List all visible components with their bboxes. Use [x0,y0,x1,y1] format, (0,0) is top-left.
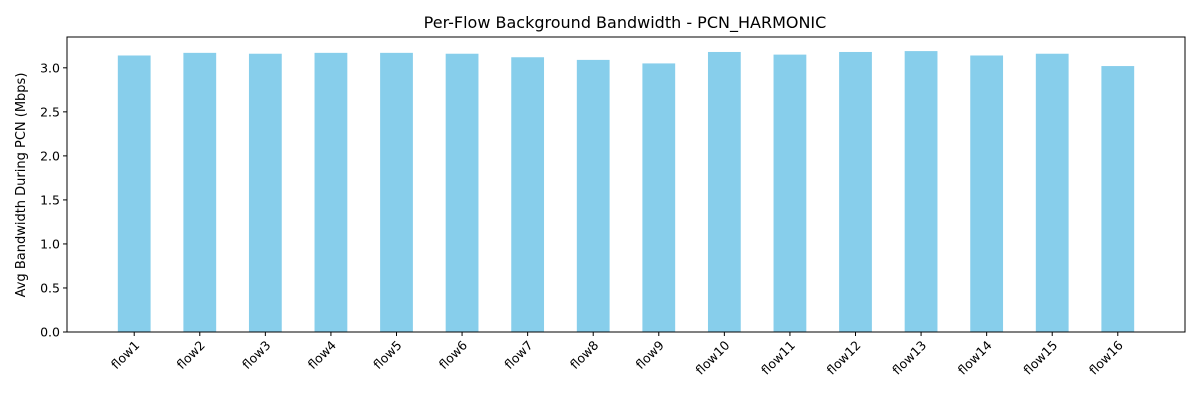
y-tick-label: 1.5 [40,192,60,207]
x-tick-label-flow12: flow12 [824,338,864,378]
x-tick-label-flow15: flow15 [1020,338,1060,378]
bar-flow7 [511,57,545,333]
bars-layer [117,51,1135,333]
x-tick-label-flow11: flow11 [758,338,798,378]
chart-title: Per-Flow Background Bandwidth - PCN_HARM… [424,13,827,33]
bar-flow1 [117,55,151,332]
bar-flow13 [904,51,938,333]
bar-flow11 [773,54,807,332]
bar-flow6 [445,53,479,332]
y-ticks-layer: 0.0 0.5 1.0 1.5 2.0 2.5 3.0 [40,60,67,340]
x-ticks-layer: flow1 flow2 flow3 flow4 flow5 flow6 flow7 flow8… [108,332,1126,378]
plot-frame [66,36,1186,333]
bar-flow14 [970,55,1004,332]
x-tick-label-flow1: flow1 [108,338,142,372]
x-tick-label-flow14: flow14 [955,337,995,377]
y-tick-label: 2.5 [40,104,60,119]
y-tick-label: 0.5 [40,280,60,295]
x-tick-label-flow5: flow5 [370,338,404,372]
x-tick-label-flow6: flow6 [436,337,470,371]
bar-flow15 [1035,53,1069,332]
bar-flow5 [380,52,413,333]
x-tick-label-flow8: flow8 [567,337,601,371]
x-tick-label-flow13: flow13 [889,338,929,378]
bar-flow9 [642,63,676,333]
y-tick-label: 0.0 [40,325,60,340]
x-tick-label-flow7: flow7 [501,338,535,372]
bar-flow4 [314,52,348,333]
x-tick-label-flow4: flow4 [305,337,339,371]
y-tick-label: 1.0 [40,236,60,251]
y-tick-label: 2.0 [40,148,60,163]
bar-flow8 [576,59,610,333]
x-tick-label-flow2: flow2 [173,338,207,372]
bar-flow16 [1101,66,1135,333]
bar-flow3 [248,53,282,332]
x-tick-label-flow10: flow10 [692,337,732,377]
x-tick-label-flow9: flow9 [632,337,666,371]
bar-flow2 [183,52,217,333]
bar-flow12 [839,51,872,332]
bar-flow10 [707,51,741,332]
y-axis-label: Avg Bandwidth During PCN (Mbps) [14,73,29,298]
y-tick-label: 3.0 [40,60,60,75]
x-tick-label-flow16: flow16 [1086,337,1126,377]
x-tick-label-flow3: flow3 [239,338,273,372]
